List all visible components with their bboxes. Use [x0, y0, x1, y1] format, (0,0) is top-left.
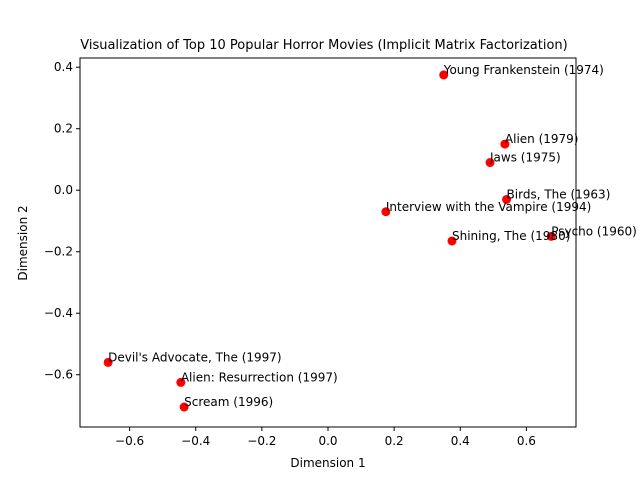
- data-point: [103, 357, 113, 367]
- x-tick-label: −0.4: [181, 434, 210, 448]
- y-axis-label: Dimension 2: [16, 205, 30, 280]
- data-points: [103, 70, 556, 412]
- point-label: Psycho (1960): [551, 224, 637, 238]
- data-point: [500, 139, 510, 149]
- point-label: Shining, The (1980): [452, 229, 570, 243]
- data-point: [176, 377, 186, 387]
- x-axis-ticks: −0.6 −0.4 −0.2 0.0 0.2 0.4 0.6: [115, 427, 536, 448]
- y-tick-label: −0.2: [44, 245, 73, 259]
- data-point: [179, 402, 189, 412]
- data-point: [502, 194, 512, 204]
- y-tick-label: −0.6: [44, 368, 73, 382]
- x-tick-label: −0.2: [247, 434, 276, 448]
- data-point: [485, 158, 495, 168]
- x-axis-label: Dimension 1: [290, 456, 365, 470]
- y-tick-label: 0.4: [54, 60, 73, 74]
- data-point: [447, 236, 457, 246]
- y-axis-ticks: −0.6 −0.4 −0.2 0.0 0.2 0.4: [44, 60, 80, 382]
- point-label: Interview with the Vampire (1994): [386, 200, 591, 214]
- point-label: Alien (1979): [505, 132, 579, 146]
- x-tick-label: 0.6: [517, 434, 536, 448]
- point-label: Scream (1996): [184, 395, 273, 409]
- data-point: [546, 231, 556, 241]
- point-labels: Young Frankenstein (1974) Alien (1979) Jaw…: [108, 63, 637, 409]
- y-tick-label: −0.4: [44, 306, 73, 320]
- point-label: Devil's Advocate, The (1997): [108, 350, 282, 364]
- data-point: [439, 70, 449, 80]
- x-tick-label: 0.0: [318, 434, 337, 448]
- point-label: Young Frankenstein (1974): [443, 63, 604, 77]
- x-tick-label: −0.6: [115, 434, 144, 448]
- point-label: Birds, The (1963): [507, 187, 611, 201]
- x-tick-label: 0.4: [451, 434, 470, 448]
- point-label: Jaws (1975): [489, 151, 561, 165]
- y-tick-label: 0.0: [54, 183, 73, 197]
- point-label: Alien: Resurrection (1997): [181, 370, 338, 384]
- x-tick-label: 0.2: [385, 434, 404, 448]
- chart-title: Visualization of Top 10 Popular Horror M…: [80, 38, 568, 53]
- y-tick-label: 0.2: [54, 122, 73, 136]
- data-point: [381, 207, 391, 217]
